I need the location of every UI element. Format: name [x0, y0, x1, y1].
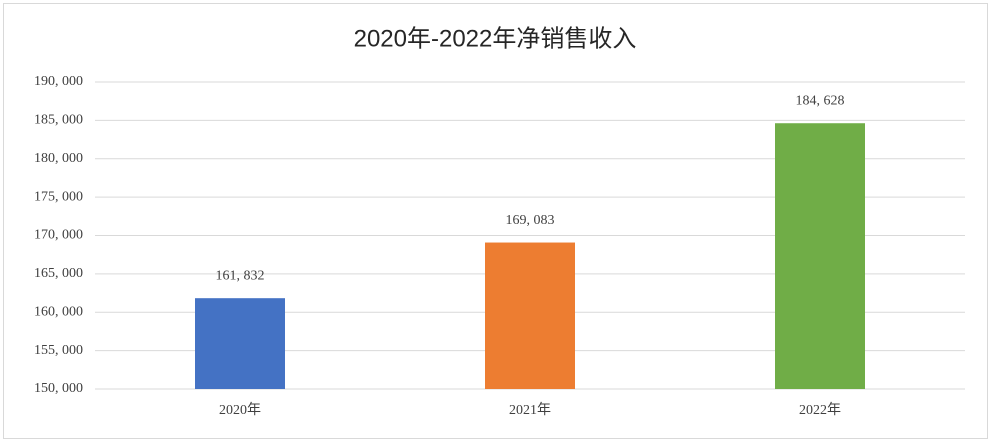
- y-tick-label: 180, 000: [34, 151, 83, 166]
- x-tick-label: 2022年: [799, 402, 841, 418]
- x-tick-label: 2021年: [509, 402, 551, 418]
- bar: [485, 242, 575, 389]
- x-tick-label: 2020年: [219, 402, 261, 418]
- y-tick-label: 155, 000: [34, 343, 83, 358]
- y-tick-label: 150, 000: [34, 381, 83, 396]
- y-tick-label: 175, 000: [34, 189, 83, 204]
- y-tick-label: 170, 000: [34, 228, 83, 243]
- bar: [775, 123, 865, 389]
- y-tick-label: 190, 000: [34, 74, 83, 89]
- y-tick-label: 160, 000: [34, 304, 83, 319]
- value-label: 161, 832: [216, 268, 265, 283]
- value-label: 184, 628: [796, 93, 845, 108]
- chart-title: 2020年-2022年净销售收入: [354, 25, 637, 52]
- bar: [195, 298, 285, 389]
- y-tick-label: 185, 000: [34, 113, 83, 128]
- y-tick-label: 165, 000: [34, 266, 83, 281]
- value-label: 169, 083: [506, 213, 555, 228]
